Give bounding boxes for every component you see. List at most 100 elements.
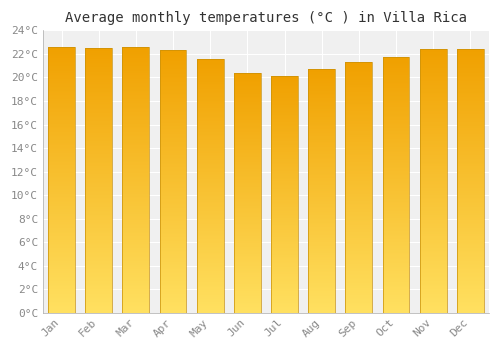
Bar xyxy=(346,186,372,187)
Bar xyxy=(234,116,260,117)
Bar xyxy=(308,124,335,125)
Bar xyxy=(86,162,112,163)
Bar xyxy=(271,252,298,253)
Bar xyxy=(308,169,335,170)
Bar xyxy=(86,278,112,280)
Bar xyxy=(346,195,372,196)
Bar xyxy=(308,247,335,248)
Bar xyxy=(197,281,224,282)
Bar xyxy=(197,132,224,134)
Bar xyxy=(197,159,224,160)
Bar xyxy=(234,153,260,154)
Bar xyxy=(308,309,335,310)
Bar xyxy=(420,97,446,98)
Bar xyxy=(346,189,372,190)
Bar xyxy=(271,264,298,265)
Bar xyxy=(382,310,409,312)
Bar xyxy=(48,109,75,111)
Bar xyxy=(234,268,260,270)
Bar xyxy=(346,104,372,105)
Bar xyxy=(457,174,483,176)
Bar xyxy=(86,227,112,228)
Bar xyxy=(48,238,75,239)
Bar xyxy=(86,269,112,270)
Bar xyxy=(346,208,372,209)
Bar xyxy=(197,277,224,278)
Bar xyxy=(457,180,483,181)
Bar xyxy=(86,146,112,147)
Bar xyxy=(160,203,186,204)
Bar xyxy=(308,134,335,135)
Bar xyxy=(122,177,149,178)
Bar xyxy=(346,62,372,63)
Bar xyxy=(346,97,372,98)
Bar xyxy=(382,144,409,146)
Bar xyxy=(382,295,409,296)
Bar xyxy=(308,190,335,191)
Bar xyxy=(234,84,260,85)
Bar xyxy=(234,216,260,217)
Bar xyxy=(308,98,335,100)
Bar xyxy=(197,179,224,181)
Bar xyxy=(234,226,260,228)
Bar xyxy=(122,154,149,156)
Bar xyxy=(457,214,483,215)
Bar xyxy=(308,69,335,313)
Bar xyxy=(346,136,372,137)
Bar xyxy=(420,77,446,78)
Bar xyxy=(308,248,335,249)
Bar xyxy=(122,242,149,244)
Bar xyxy=(86,239,112,240)
Bar xyxy=(197,308,224,309)
Bar xyxy=(382,255,409,257)
Bar xyxy=(382,276,409,277)
Bar xyxy=(346,267,372,269)
Bar xyxy=(346,249,372,250)
Bar xyxy=(457,169,483,170)
Bar xyxy=(346,285,372,286)
Bar xyxy=(234,239,260,241)
Bar xyxy=(86,221,112,223)
Bar xyxy=(308,252,335,253)
Bar xyxy=(457,181,483,182)
Bar xyxy=(308,307,335,308)
Bar xyxy=(382,257,409,258)
Bar xyxy=(48,273,75,274)
Bar xyxy=(308,256,335,257)
Bar xyxy=(86,100,112,101)
Bar xyxy=(48,264,75,265)
Bar xyxy=(234,217,260,218)
Bar xyxy=(382,92,409,93)
Bar xyxy=(308,230,335,231)
Bar xyxy=(457,197,483,198)
Bar xyxy=(346,159,372,160)
Bar xyxy=(122,252,149,253)
Bar xyxy=(160,132,186,133)
Bar xyxy=(271,107,298,108)
Bar xyxy=(308,210,335,212)
Bar xyxy=(234,161,260,163)
Bar xyxy=(160,112,186,113)
Bar xyxy=(420,236,446,238)
Bar xyxy=(308,279,335,280)
Bar xyxy=(234,256,260,258)
Bar xyxy=(234,223,260,224)
Bar xyxy=(382,164,409,166)
Bar xyxy=(197,225,224,226)
Bar xyxy=(457,94,483,95)
Bar xyxy=(382,114,409,115)
Bar xyxy=(382,170,409,171)
Bar xyxy=(234,247,260,248)
Bar xyxy=(48,188,75,189)
Bar xyxy=(346,105,372,106)
Bar xyxy=(122,51,149,52)
Bar xyxy=(308,146,335,147)
Bar xyxy=(122,113,149,115)
Bar xyxy=(457,128,483,130)
Bar xyxy=(48,182,75,184)
Bar xyxy=(457,78,483,79)
Bar xyxy=(160,142,186,144)
Bar xyxy=(457,147,483,148)
Bar xyxy=(271,308,298,309)
Bar xyxy=(48,242,75,244)
